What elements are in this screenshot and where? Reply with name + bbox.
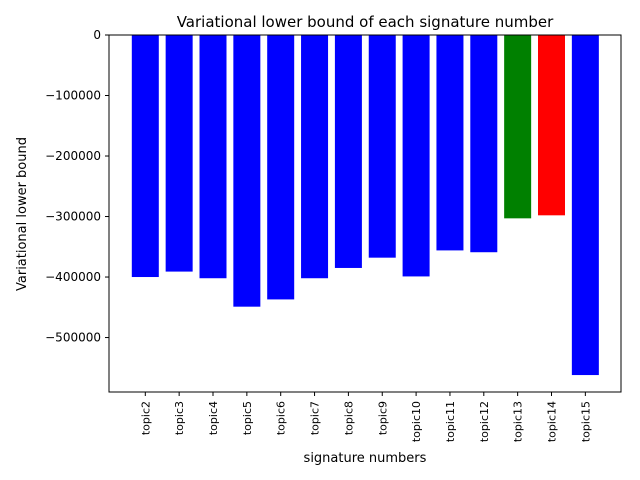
- x-tick-label: topic3: [173, 401, 186, 435]
- y-tick-label: −100000: [45, 89, 101, 103]
- bar-topic2: [131, 35, 159, 278]
- y-tick-label: 0: [93, 28, 101, 42]
- x-tick-label: topic10: [410, 401, 423, 442]
- x-tick-label: topic2: [139, 401, 152, 435]
- x-axis: topic2 topic3 topic4 topic5 topic6 topic7 topi…: [139, 392, 592, 442]
- x-tick-label: topic8: [342, 401, 355, 435]
- bar-topic5: [233, 35, 261, 307]
- chart-title: Variational lower bound of each signatur…: [177, 13, 554, 31]
- x-tick-label: topic15: [579, 401, 592, 442]
- bar-topic9: [368, 35, 396, 258]
- bar-topic4: [199, 35, 227, 279]
- x-tick-label: topic6: [275, 401, 288, 435]
- bar-topic11: [436, 35, 464, 251]
- plot-frame: [108, 34, 622, 393]
- x-tick-label: topic4: [207, 401, 220, 435]
- y-tick-label: −300000: [45, 210, 101, 224]
- bar-topic15: [571, 35, 599, 376]
- x-axis-label: signature numbers: [304, 451, 427, 466]
- bar-topic8: [334, 35, 362, 268]
- x-tick-label: topic12: [478, 401, 491, 442]
- x-tick-label: topic11: [444, 401, 457, 442]
- y-tick-label: −400000: [45, 270, 101, 284]
- y-tick-label: −500000: [45, 331, 101, 345]
- x-tick-label: topic14: [546, 401, 559, 442]
- bar-topic14: [538, 35, 565, 216]
- bar-topic6: [267, 35, 295, 300]
- x-tick-label: topic7: [309, 401, 322, 435]
- y-tick-label: −200000: [45, 149, 101, 163]
- bar-topic3: [165, 35, 193, 272]
- bar-topic13: [504, 35, 532, 219]
- bar-topic10: [402, 35, 430, 277]
- bar-topic12: [470, 35, 498, 253]
- bar-topic7: [301, 35, 329, 279]
- x-tick-label: topic13: [512, 401, 525, 442]
- bars-group: [131, 35, 599, 376]
- y-axis: 0 −100000 −200000 −300000 −400000 −500000: [45, 28, 109, 345]
- x-tick-label: topic9: [376, 401, 389, 435]
- y-axis-label: Variational lower bound: [15, 137, 30, 291]
- x-tick-label: topic5: [241, 401, 254, 435]
